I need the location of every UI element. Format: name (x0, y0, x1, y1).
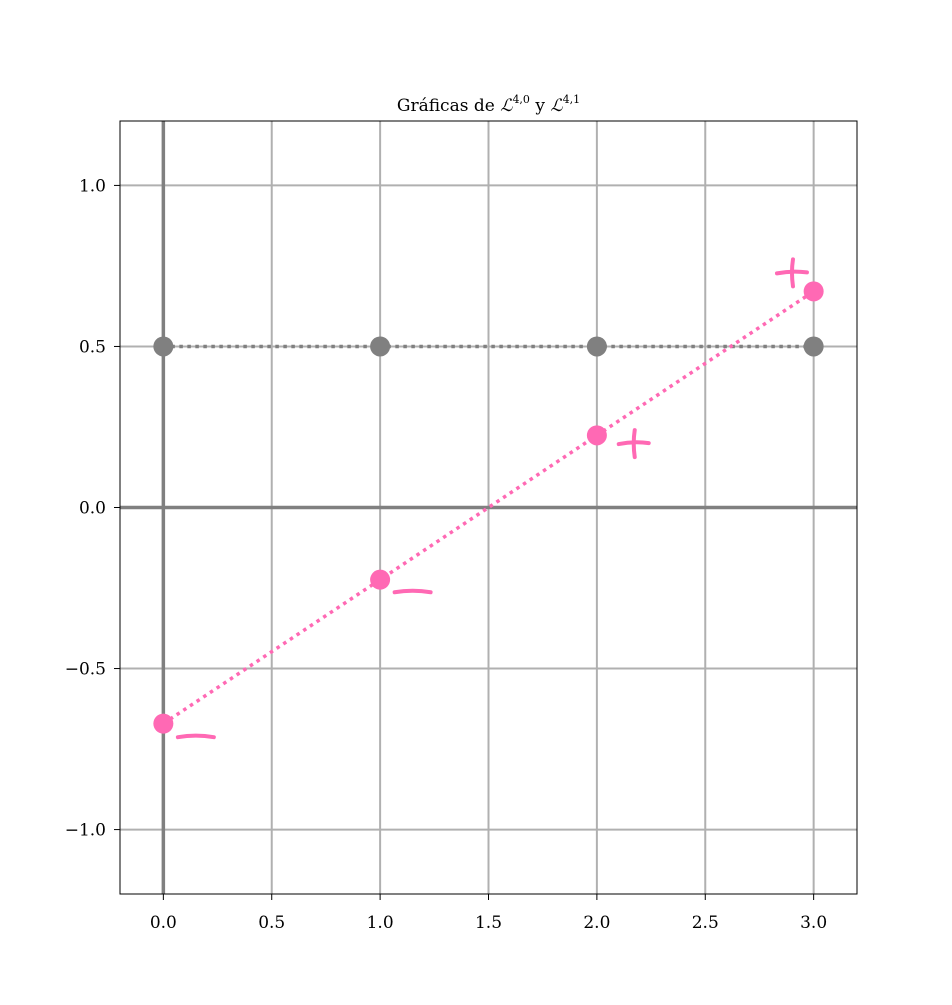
x-tick-label: 2.0 (583, 913, 610, 933)
series-1-point (370, 336, 391, 357)
plus-vertical-stroke (789, 257, 795, 289)
series-1-point (586, 336, 607, 357)
series-2-point (803, 281, 824, 302)
x-tick-label: 0.5 (258, 913, 285, 933)
title-symbol-2: ℒ (550, 96, 563, 116)
title-superscript-1: 4,0 (512, 93, 530, 106)
minus-sign-annotation (392, 588, 433, 595)
plus-sign-annotation (774, 257, 809, 289)
x-tick-label: 1.0 (367, 913, 394, 933)
annotations (175, 257, 809, 740)
series-2-point (153, 713, 174, 734)
series-2-point (370, 569, 391, 590)
series-2-point (586, 425, 607, 446)
series-2-line (162, 289, 815, 726)
x-tick-label: 0.0 (150, 913, 177, 933)
y-tick-label: −1.0 (65, 821, 106, 841)
x-tick-label: 1.5 (475, 913, 502, 933)
y-tick-label: 1.0 (79, 176, 106, 196)
title-symbol-1: ℒ (500, 96, 513, 116)
y-tick-label: 0.5 (79, 337, 106, 357)
zero-axis-lines (120, 121, 857, 894)
plus-vertical-stroke (631, 428, 637, 460)
minus-sign-annotation (175, 733, 216, 740)
chart-title: Gráficas de ℒ4,0 y ℒ4,1 (397, 93, 580, 116)
series-1-point (803, 336, 824, 357)
series-layer (153, 281, 824, 734)
title-prefix: Gráficas de (397, 96, 500, 116)
title-middle: y (530, 96, 550, 116)
x-tick-label: 3.0 (800, 913, 827, 933)
plus-sign-annotation (616, 428, 651, 460)
minus-stroke (392, 588, 433, 595)
title-superscript-2: 4,1 (563, 93, 581, 106)
y-tick-label: 0.0 (79, 499, 106, 519)
ticks: 0.0 0.5 1.0 1.5 2.0 2.5 3.0 1.0 0.5 0.0 −0.5 −1.0 (65, 176, 827, 933)
minus-stroke (175, 733, 216, 740)
x-tick-label: 2.5 (692, 913, 719, 933)
y-tick-label: −0.5 (65, 660, 106, 680)
series-1-point (153, 336, 174, 357)
